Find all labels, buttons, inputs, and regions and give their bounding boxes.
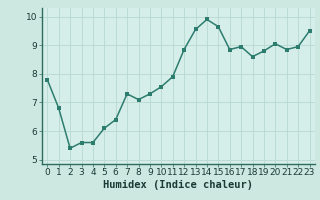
X-axis label: Humidex (Indice chaleur): Humidex (Indice chaleur)	[103, 180, 253, 190]
